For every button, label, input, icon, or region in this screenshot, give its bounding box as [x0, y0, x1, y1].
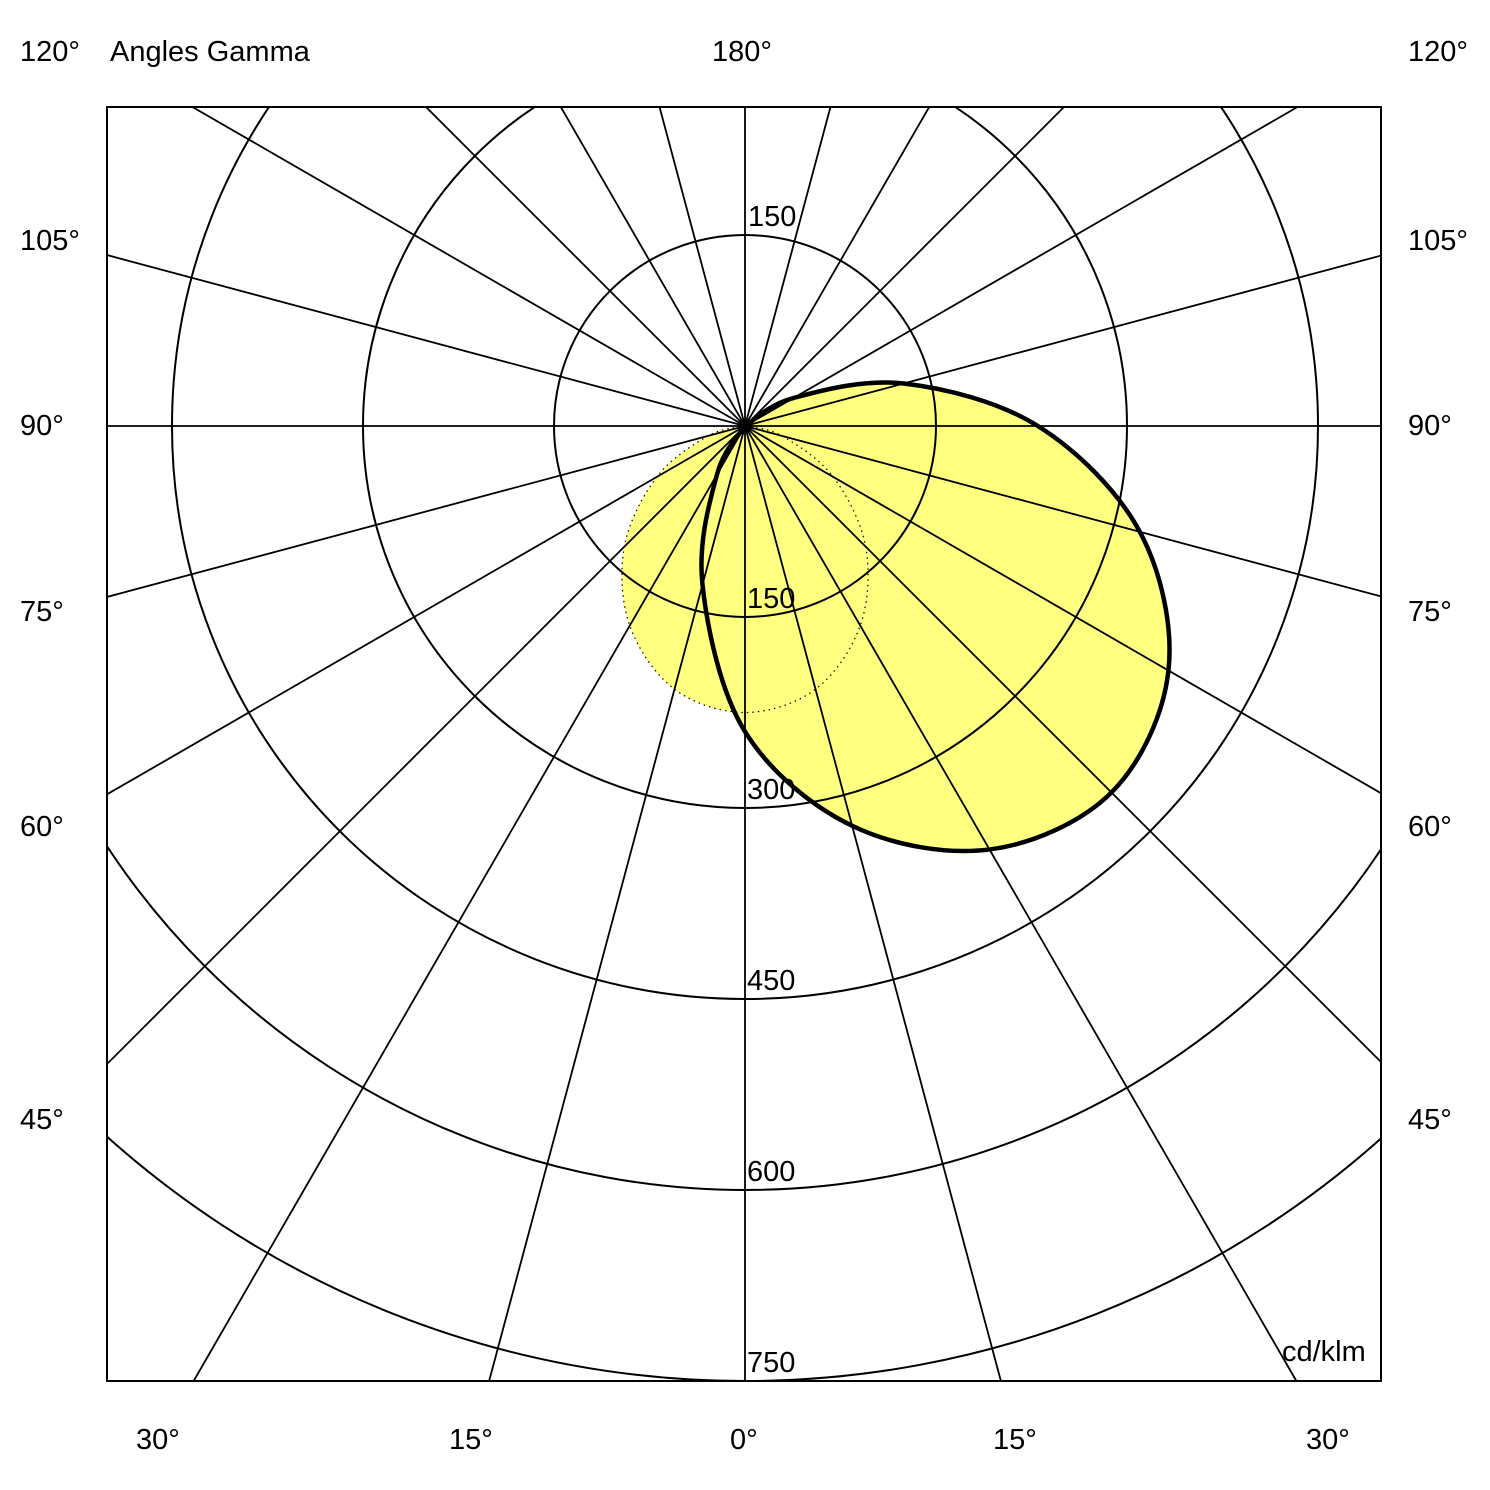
- radial-tick-label: 750: [747, 1347, 796, 1379]
- angle-label-bottom: 30°: [136, 1424, 180, 1456]
- grid-radial-195: [658, 107, 746, 427]
- radial-tick-label: 600: [747, 1156, 796, 1188]
- grid-radial-30: [744, 425, 1298, 1381]
- angle-label-bottom: 15°: [449, 1424, 493, 1456]
- grid-radial-300: [107, 425, 746, 796]
- grid-radial-150: [744, 107, 930, 427]
- angle-label-left: 45°: [20, 1104, 64, 1136]
- grid-radial-135: [744, 107, 1065, 427]
- grid-radial-315: [107, 425, 746, 1065]
- grid-radial-330: [192, 425, 746, 1381]
- grid-radial-165: [744, 107, 832, 427]
- angle-label-bottom: 15°: [993, 1424, 1037, 1456]
- angle-label-left: 120°: [20, 36, 80, 68]
- angle-label-left: 60°: [20, 811, 64, 843]
- grid-radial-225: [425, 107, 746, 427]
- angle-label-right: 105°: [1408, 225, 1468, 257]
- grid-radial-255: [107, 254, 746, 427]
- grid-radial-15: [744, 425, 1002, 1381]
- angle-label-right: 60°: [1408, 811, 1452, 843]
- angle-label-right: 75°: [1408, 596, 1452, 628]
- angle-label-bottom: 30°: [1306, 1424, 1350, 1456]
- angle-label-right: 120°: [1408, 36, 1468, 68]
- angle-label-left: 75°: [20, 596, 64, 628]
- grid-radial-210: [560, 107, 746, 427]
- radial-tick-label: 300: [747, 774, 796, 806]
- angle-label-bottom: 0°: [730, 1424, 758, 1456]
- radial-tick-label: 150: [747, 583, 796, 615]
- radial-label-top: 150: [748, 201, 797, 233]
- plot-frame: [106, 106, 1382, 1382]
- plot-area: [107, 107, 1381, 1381]
- angle-label-right: 45°: [1408, 1104, 1452, 1136]
- grid-radial-345: [488, 425, 746, 1381]
- unit-label: cd/klm: [1282, 1336, 1366, 1368]
- angle-label-top: 180°: [712, 36, 772, 68]
- chart-title: Angles Gamma: [110, 36, 310, 68]
- angle-label-right: 90°: [1408, 410, 1452, 442]
- grid-radial-240: [192, 107, 746, 427]
- grid-radial-60: [744, 425, 1381, 794]
- series-curve-dotted: [621, 425, 869, 714]
- radial-tick-label: 450: [747, 965, 796, 997]
- grid-radial-120: [744, 107, 1298, 427]
- angle-label-left: 105°: [20, 225, 80, 257]
- grid-radial-105: [744, 254, 1381, 427]
- angle-label-left: 90°: [20, 410, 64, 442]
- series-curve-solid: [699, 380, 1172, 854]
- grid-radial-45: [744, 425, 1381, 1063]
- grid-radial-75: [744, 425, 1381, 598]
- grid-radial-285: [107, 425, 746, 598]
